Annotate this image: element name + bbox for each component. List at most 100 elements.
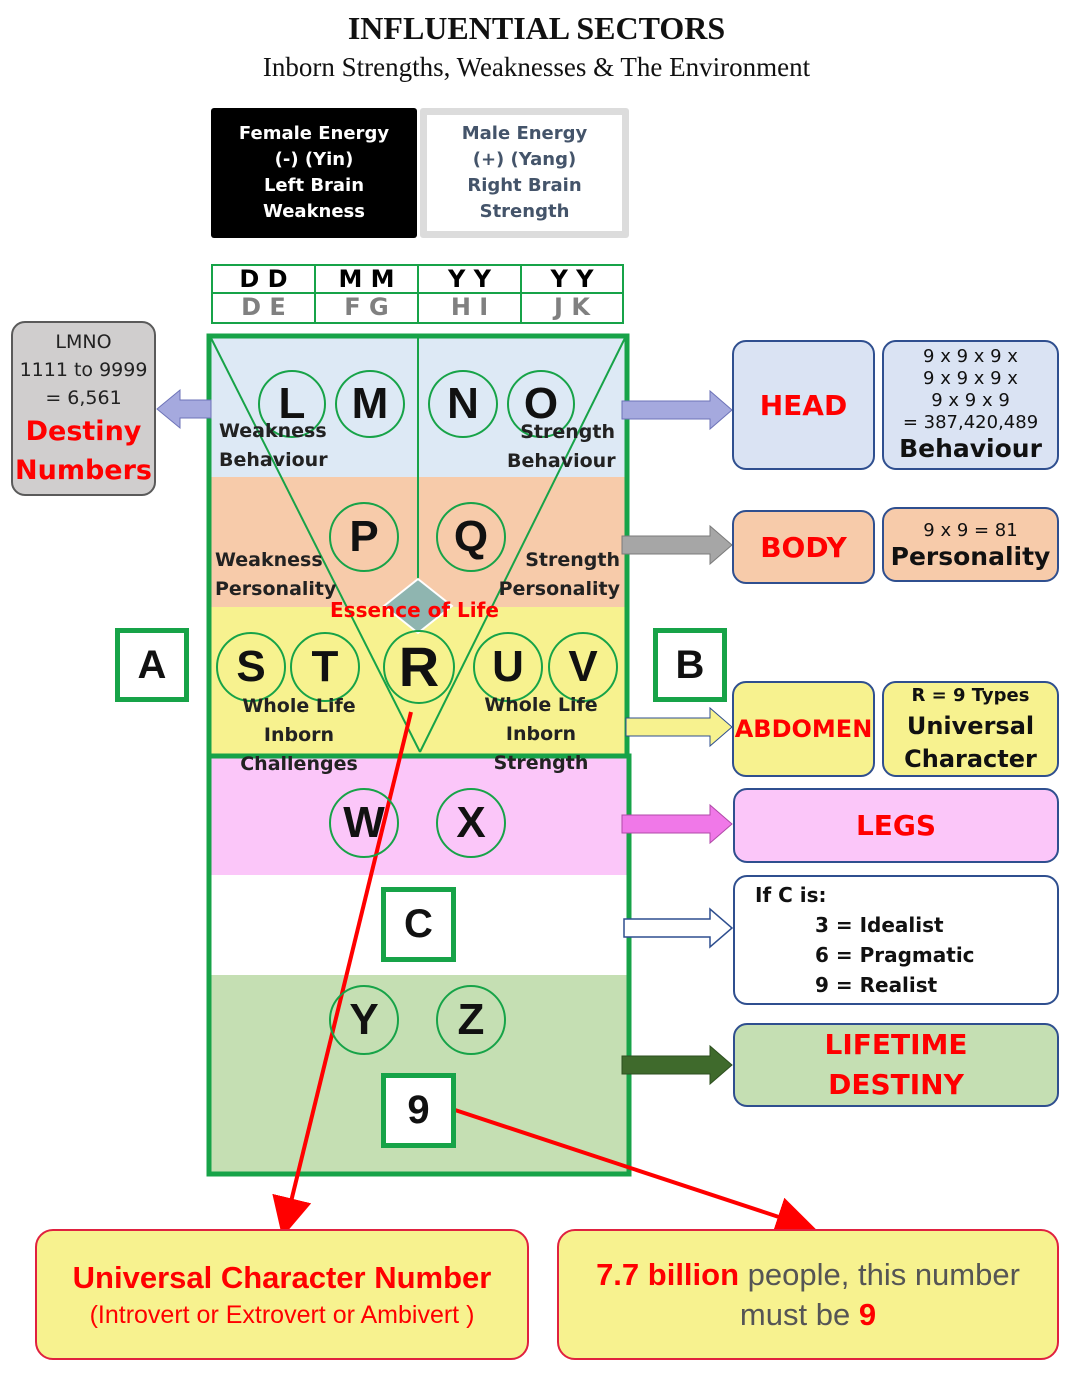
body-box: BODY bbox=[732, 510, 875, 584]
female-energy-box: Female Energy (-) (Yin) Left Brain Weakn… bbox=[211, 108, 417, 238]
box-b: B bbox=[653, 628, 727, 702]
c-detail-box: If C is: 3 = Idealist 6 = Pragmatic 9 = … bbox=[733, 875, 1059, 1005]
body-label: BODY bbox=[760, 530, 847, 564]
legs-arrow bbox=[621, 803, 733, 845]
date-cell-bottom: J K bbox=[520, 292, 624, 324]
population-text: people, this number bbox=[739, 1256, 1020, 1292]
abdomen-detail-big: Universal bbox=[906, 712, 1035, 740]
female-energy-line: (-) (Yin) bbox=[274, 149, 354, 170]
population-text: must be bbox=[739, 1296, 859, 1332]
letter-circle-l: L bbox=[258, 370, 326, 438]
strength-personality-label: Strength Personality bbox=[498, 549, 620, 600]
head-detail-box: 9 x 9 x 9 x 9 x 9 x 9 x 9 x 9 x 9 = 387,… bbox=[882, 340, 1059, 470]
destiny-numbers-box: LMNO 1111 to 9999 = 6,561 Destiny Number… bbox=[11, 321, 156, 496]
body-detail-big: Personality bbox=[890, 541, 1051, 571]
male-energy-line: Male Energy bbox=[461, 123, 588, 144]
c-arrow bbox=[623, 907, 734, 949]
letter-circle-x: X bbox=[436, 788, 506, 858]
abdomen-box: ABDOMEN bbox=[732, 681, 875, 777]
lifetime-label: LIFETIME bbox=[824, 1028, 968, 1061]
letter-circle-y: Y bbox=[329, 985, 399, 1055]
lower-frame bbox=[206, 753, 632, 1177]
female-energy-line: Left Brain bbox=[263, 175, 365, 196]
destiny-big: Numbers bbox=[15, 454, 152, 486]
destiny-big: Destiny bbox=[25, 415, 142, 447]
head-detail-line: 9 x 9 x 9 x bbox=[923, 346, 1018, 367]
female-energy-line: Weakness bbox=[263, 201, 365, 222]
population-line-1: 7.7 billion people, this number bbox=[596, 1255, 1020, 1295]
abdomen-detail-line: R = 9 Types bbox=[911, 685, 1030, 706]
letter-circle-z: Z bbox=[436, 985, 506, 1055]
letter-circle-m: M bbox=[335, 370, 405, 438]
lifetime-destiny-box: LIFETIME DESTINY bbox=[733, 1023, 1059, 1107]
lifetime-label: DESTINY bbox=[828, 1068, 964, 1101]
head-label: HEAD bbox=[759, 388, 848, 422]
letter-circle-t: T bbox=[290, 632, 360, 702]
letter-circle-n: N bbox=[428, 370, 498, 438]
strength-behaviour-label: Strength Behaviour bbox=[507, 421, 616, 472]
letter-circle-v: V bbox=[548, 632, 618, 702]
abdomen-label: ABDOMEN bbox=[734, 715, 873, 743]
triangle-right-edge bbox=[419, 337, 626, 753]
weakness-behaviour-label: Weakness Behaviour bbox=[219, 420, 328, 471]
abdomen-detail-box: R = 9 Types Universal Character bbox=[882, 681, 1059, 777]
box-nine: 9 bbox=[381, 1073, 456, 1148]
head-detail-line: = 387,420,489 bbox=[902, 412, 1039, 433]
head-detail-big: Behaviour bbox=[899, 434, 1042, 463]
population-highlight: 7.7 billion bbox=[596, 1256, 740, 1292]
universal-character-title: Universal Character Number bbox=[72, 1259, 492, 1295]
letter-circle-u: U bbox=[473, 632, 543, 702]
letter-circle-p: P bbox=[329, 502, 399, 572]
date-cell-top: Y Y bbox=[417, 264, 522, 294]
date-cell-top: Y Y bbox=[520, 264, 624, 294]
date-cell-bottom: H I bbox=[417, 292, 522, 324]
letter-circle-o: O bbox=[507, 370, 575, 438]
female-energy-line: Female Energy bbox=[238, 123, 390, 144]
letter-circle-s: S bbox=[216, 632, 286, 702]
destiny-line: = 6,561 bbox=[45, 386, 122, 409]
abdomen-detail-big: Character bbox=[904, 745, 1037, 773]
head-detail-line: 9 x 9 x 9 x bbox=[923, 368, 1018, 389]
lifetime-arrow bbox=[621, 1044, 733, 1086]
page-subtitle: Inborn Strengths, Weaknesses & The Envir… bbox=[262, 52, 811, 82]
head-box: HEAD bbox=[732, 340, 875, 470]
letter-circle-q: Q bbox=[436, 502, 506, 572]
male-energy-line: Right Brain bbox=[467, 175, 582, 196]
legs-label: LEGS bbox=[855, 809, 937, 842]
destiny-line: 1111 to 9999 bbox=[19, 358, 148, 381]
red-arrow-r bbox=[272, 711, 413, 1238]
population-line-2: must be 9 bbox=[740, 1295, 876, 1335]
male-energy-line: Strength bbox=[479, 201, 570, 222]
universal-character-box: Universal Character Number (Introvert or… bbox=[35, 1229, 529, 1360]
destiny-line: LMNO bbox=[55, 330, 112, 353]
population-nine: 9 bbox=[858, 1296, 877, 1332]
triangle-left-edge bbox=[210, 337, 421, 753]
destiny-arrow bbox=[156, 388, 212, 430]
body-detail-box: 9 x 9 = 81 Personality bbox=[882, 507, 1059, 582]
date-cell-bottom: F G bbox=[314, 292, 419, 324]
box-c: C bbox=[381, 887, 456, 962]
letter-circle-w: W bbox=[329, 788, 399, 858]
inborn-strength-label: Whole Life Inborn Strength bbox=[484, 694, 598, 774]
male-energy-box: Male Energy (+) (Yang) Right Brain Stren… bbox=[420, 108, 629, 238]
body-detail-line: 9 x 9 = 81 bbox=[923, 519, 1018, 541]
inborn-challenges-label: Whole Life Inborn Challenges bbox=[240, 695, 358, 775]
legs-band bbox=[209, 758, 627, 875]
c-detail-line: 3 = Idealist bbox=[815, 913, 944, 937]
essence-of-life-label: Essence of Life bbox=[330, 598, 499, 622]
red-arrow-nine bbox=[454, 1108, 816, 1236]
head-detail-line: 9 x 9 x 9 bbox=[931, 390, 1010, 411]
letter-circle-r: R bbox=[383, 630, 455, 704]
c-detail-line: 9 = Realist bbox=[815, 973, 938, 997]
legs-box: LEGS bbox=[733, 788, 1059, 863]
population-box: 7.7 billion people, this number must be … bbox=[557, 1229, 1059, 1360]
c-detail-line: If C is: bbox=[755, 883, 827, 907]
date-cell-bottom: D E bbox=[211, 292, 316, 324]
page-title: INFLUENTIAL SECTORS bbox=[347, 10, 726, 46]
c-detail-line: 6 = Pragmatic bbox=[815, 943, 975, 967]
head-arrow bbox=[621, 389, 733, 431]
male-energy-line: (+) (Yang) bbox=[472, 149, 577, 170]
body-arrow bbox=[621, 524, 733, 566]
abdomen-arrow bbox=[625, 706, 733, 748]
universal-character-subtitle: (Introvert or Extrovert or Ambivert ) bbox=[89, 1300, 475, 1329]
